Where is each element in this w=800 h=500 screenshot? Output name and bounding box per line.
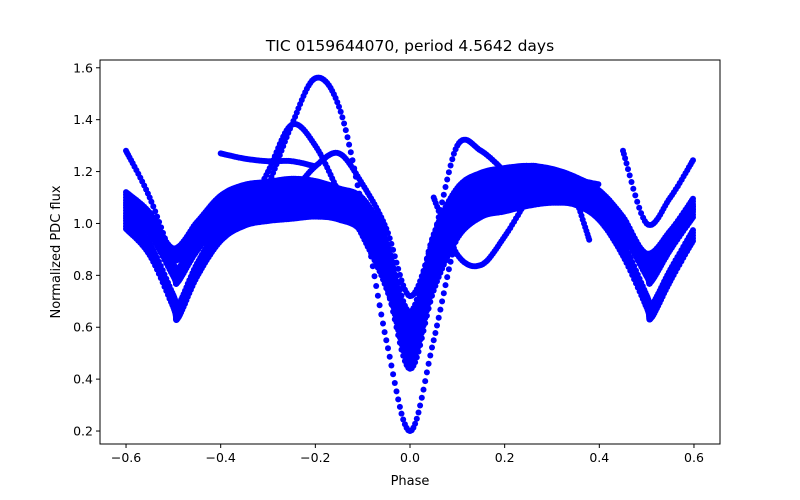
- data-points: [123, 74, 696, 434]
- data-point: [690, 227, 696, 234]
- data-point: [415, 328, 422, 335]
- data-point: [413, 333, 420, 340]
- chart-title: TIC 0159644070, period 4.5642 days: [265, 37, 554, 55]
